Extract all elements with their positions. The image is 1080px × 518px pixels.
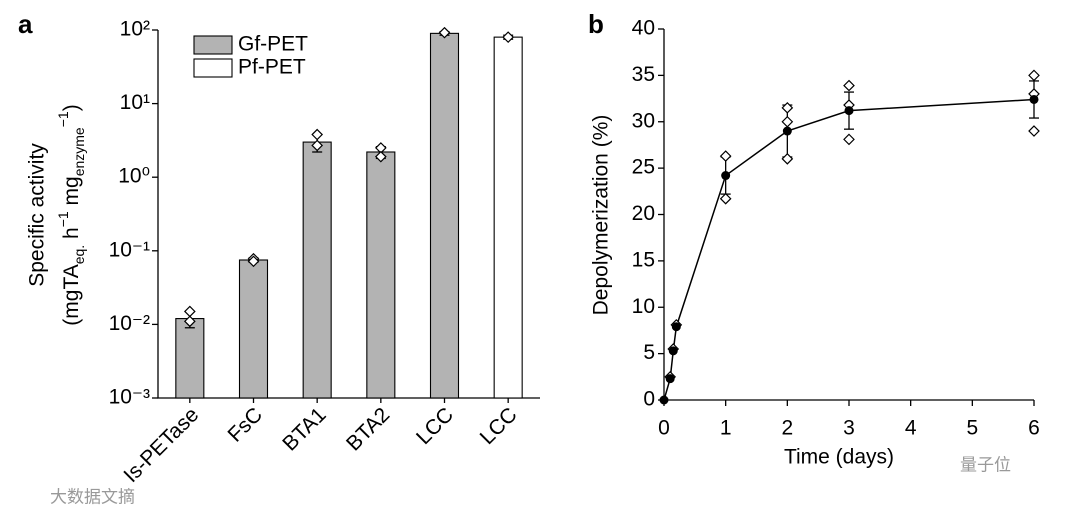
replicate-point bbox=[1028, 125, 1040, 137]
x-tick-label: 0 bbox=[658, 417, 670, 440]
y-tick-label: 20 bbox=[632, 202, 655, 225]
legend-label: Gf-PET bbox=[238, 33, 308, 56]
y-axis-label: (mgTAeq. h−1 mgenzyme−1) bbox=[55, 104, 87, 325]
y-tick-label: 10⁰ bbox=[118, 165, 150, 188]
y-axis-label: Depolymerization (%) bbox=[590, 115, 613, 316]
point bbox=[659, 395, 669, 405]
bar bbox=[238, 259, 269, 399]
watermark: 大数据文摘 bbox=[50, 487, 135, 506]
replicate-point bbox=[247, 255, 260, 268]
panel-letter: a bbox=[18, 9, 33, 39]
replicate-point bbox=[311, 139, 324, 152]
bar bbox=[429, 32, 460, 399]
bar bbox=[366, 151, 396, 399]
x-tick-label: BTA2 bbox=[342, 403, 394, 455]
y-axis-label-part: h bbox=[60, 227, 83, 245]
replicate-point bbox=[502, 31, 515, 43]
legend-label: Pf-PET bbox=[238, 56, 306, 79]
y-axis-label-part: −1 bbox=[55, 111, 71, 127]
x-tick-label: 3 bbox=[843, 417, 855, 440]
point bbox=[721, 171, 731, 181]
replicate-point bbox=[311, 128, 324, 141]
replicate-point bbox=[719, 192, 732, 205]
replicate-point bbox=[719, 150, 732, 162]
replicate-point bbox=[183, 315, 196, 328]
point bbox=[671, 322, 681, 332]
replicate-point bbox=[781, 101, 794, 114]
y-axis-label-part: (mgTA bbox=[60, 264, 83, 325]
y-axis-label-part: mg bbox=[60, 176, 83, 211]
y-tick-label: 35 bbox=[632, 63, 655, 86]
legend-swatch bbox=[193, 35, 233, 55]
replicate-point bbox=[781, 115, 794, 128]
x-tick-label: BTA1 bbox=[278, 403, 330, 455]
y-tick-label: 10² bbox=[120, 18, 150, 41]
y-tick-label: 10⁻¹ bbox=[109, 238, 150, 261]
x-tick-label: 6 bbox=[1028, 417, 1040, 440]
y-axis-label-part: eq. bbox=[71, 245, 87, 264]
x-tick-label: 2 bbox=[781, 417, 793, 440]
legend-swatch bbox=[193, 58, 233, 78]
y-axis-label-part: enzyme bbox=[71, 127, 87, 176]
y-tick-label: 10⁻³ bbox=[109, 386, 150, 409]
x-tick-label: Is-PETase bbox=[119, 403, 203, 487]
bar bbox=[493, 36, 523, 399]
x-tick-label: 4 bbox=[905, 417, 917, 440]
y-tick-label: 40 bbox=[632, 17, 655, 40]
y-tick-label: 30 bbox=[632, 109, 655, 132]
x-tick-label: LCC bbox=[476, 403, 522, 449]
replicate-point bbox=[438, 26, 451, 39]
point bbox=[668, 346, 678, 356]
replicate-point bbox=[374, 150, 387, 163]
point bbox=[782, 126, 792, 136]
replicate-point bbox=[781, 153, 794, 165]
y-axis-label: Specific activity bbox=[26, 143, 49, 287]
axis bbox=[157, 30, 540, 399]
x-axis-label: Time (days) bbox=[784, 446, 894, 469]
x-tick-label: FsC bbox=[223, 403, 266, 446]
y-tick-label: 25 bbox=[632, 156, 655, 179]
y-tick-label: 10¹ bbox=[120, 91, 150, 114]
x-tick-label: LCC bbox=[412, 403, 458, 449]
replicate-point bbox=[183, 305, 196, 318]
y-tick-label: 10 bbox=[632, 295, 655, 318]
bar bbox=[175, 318, 205, 399]
y-tick-label: 5 bbox=[643, 341, 655, 364]
replicate-point bbox=[843, 133, 855, 146]
point bbox=[665, 374, 675, 384]
replicate-point bbox=[1028, 69, 1040, 82]
x-tick-label: 5 bbox=[966, 417, 978, 440]
y-tick-label: 0 bbox=[643, 388, 655, 411]
y-axis-label-part: −1 bbox=[55, 211, 71, 227]
replicate-point bbox=[843, 79, 855, 92]
bar bbox=[302, 141, 332, 399]
point bbox=[844, 106, 854, 116]
y-tick-label: 15 bbox=[632, 248, 655, 271]
x-tick-label: 1 bbox=[720, 417, 732, 440]
y-tick-label: 10⁻² bbox=[109, 312, 150, 335]
panel-letter: b bbox=[588, 9, 604, 39]
point bbox=[1029, 94, 1039, 104]
watermark: 量子位 bbox=[960, 455, 1011, 474]
y-axis-label-part: ) bbox=[60, 104, 83, 111]
